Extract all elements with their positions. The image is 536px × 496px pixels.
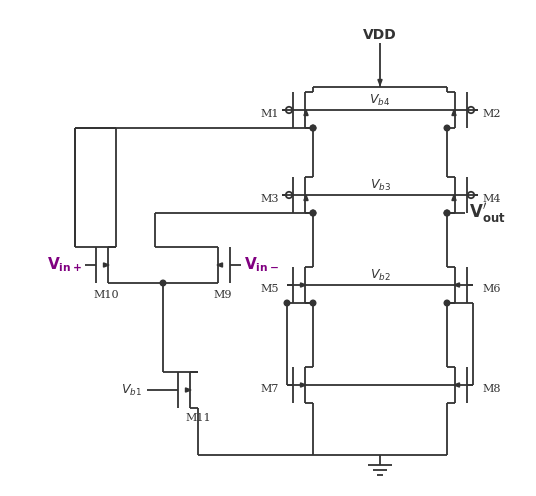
Circle shape <box>444 125 450 131</box>
Polygon shape <box>301 283 306 287</box>
Circle shape <box>160 280 166 286</box>
Text: M6: M6 <box>482 284 501 294</box>
Circle shape <box>444 210 450 216</box>
Text: M4: M4 <box>482 194 501 204</box>
Circle shape <box>310 125 316 131</box>
Circle shape <box>444 300 450 306</box>
Text: M9: M9 <box>214 290 232 300</box>
Circle shape <box>444 210 450 216</box>
Text: M11: M11 <box>185 413 211 423</box>
Polygon shape <box>454 383 459 387</box>
Polygon shape <box>103 263 109 267</box>
Polygon shape <box>304 110 308 116</box>
Polygon shape <box>304 195 308 200</box>
Polygon shape <box>378 79 382 85</box>
Text: $\mathbf{V_{in+}}$: $\mathbf{V_{in+}}$ <box>47 255 82 274</box>
Polygon shape <box>217 263 222 267</box>
Circle shape <box>310 125 316 131</box>
Polygon shape <box>454 283 459 287</box>
Circle shape <box>310 210 316 216</box>
Text: $\mathbf{V_{out}'}$: $\mathbf{V_{out}'}$ <box>469 201 505 225</box>
Text: VDD: VDD <box>363 28 397 42</box>
Polygon shape <box>185 388 191 392</box>
Text: $V_{b3}$: $V_{b3}$ <box>369 178 391 192</box>
Text: $V_{b1}$: $V_{b1}$ <box>121 382 142 398</box>
Text: M3: M3 <box>260 194 279 204</box>
Circle shape <box>284 300 290 306</box>
Text: M5: M5 <box>260 284 279 294</box>
Text: M10: M10 <box>93 290 119 300</box>
Polygon shape <box>452 110 456 116</box>
Text: $V_{b2}$: $V_{b2}$ <box>370 267 390 283</box>
Text: M7: M7 <box>260 384 279 394</box>
Text: M1: M1 <box>260 109 279 119</box>
Text: M8: M8 <box>482 384 501 394</box>
Text: $V_{b4}$: $V_{b4}$ <box>369 92 391 108</box>
Circle shape <box>310 210 316 216</box>
Polygon shape <box>301 383 306 387</box>
Polygon shape <box>452 195 456 200</box>
Circle shape <box>310 300 316 306</box>
Text: M2: M2 <box>482 109 501 119</box>
Text: $\mathbf{V_{in-}}$: $\mathbf{V_{in-}}$ <box>244 255 279 274</box>
